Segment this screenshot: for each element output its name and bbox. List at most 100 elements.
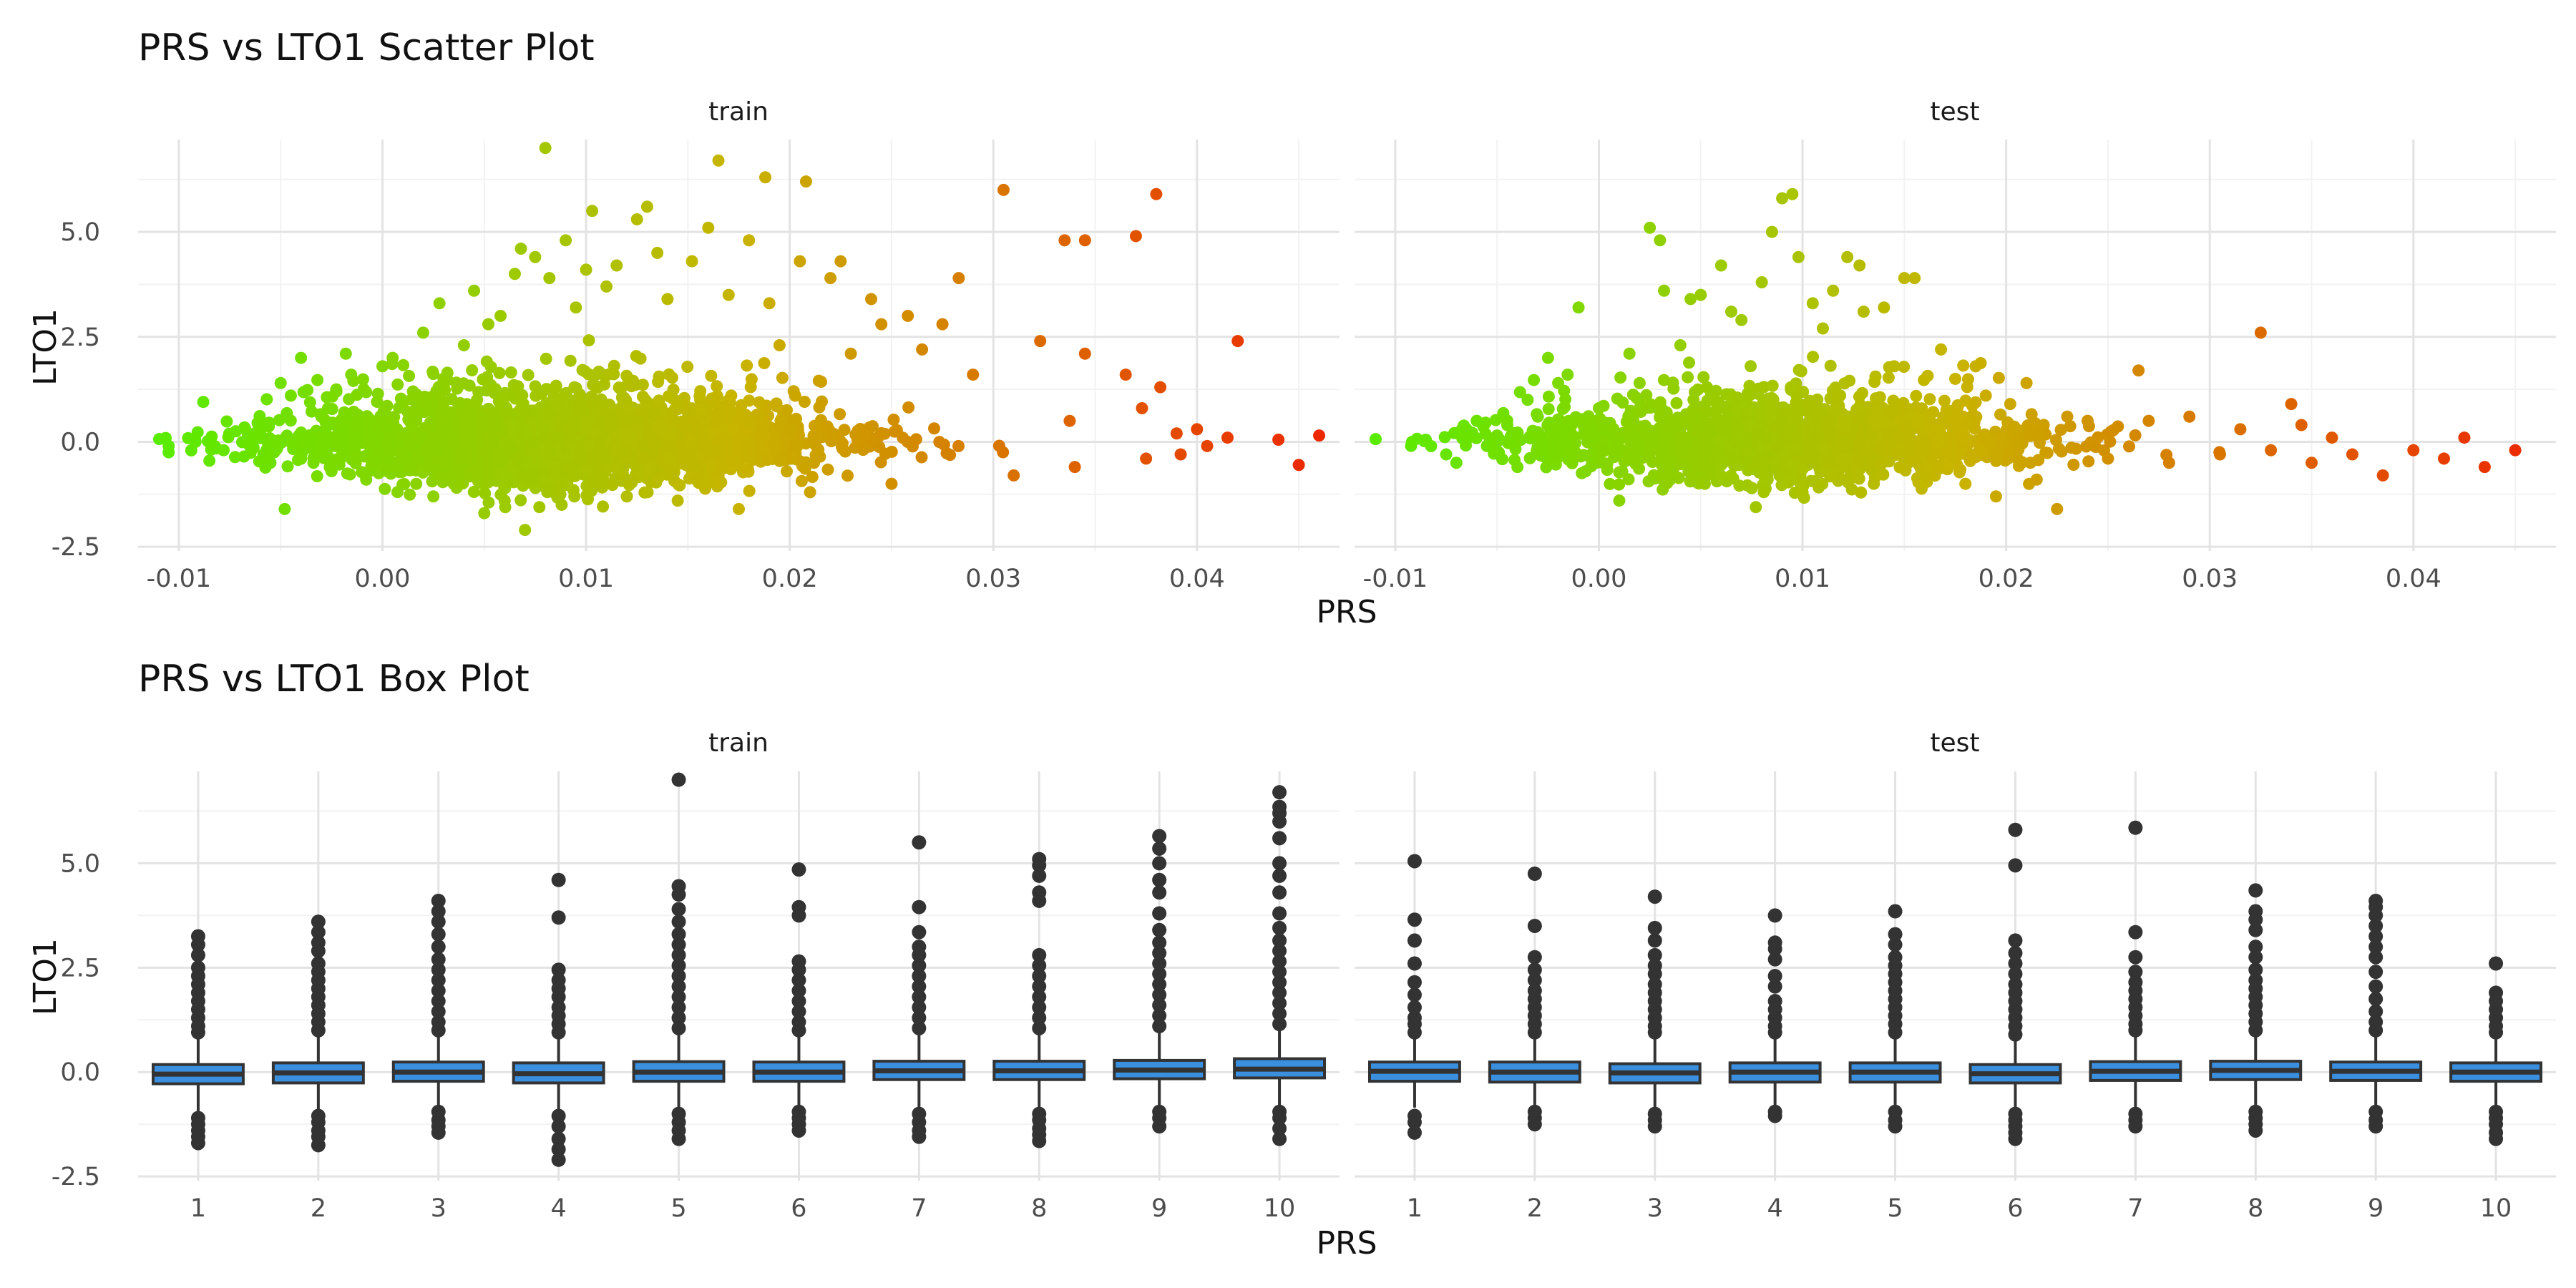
box-outlier bbox=[1527, 962, 1542, 977]
scatter-point bbox=[1538, 450, 1551, 463]
box-strip-test: test bbox=[1930, 728, 1979, 758]
scatter-point bbox=[439, 457, 452, 470]
box-outlier bbox=[1032, 852, 1047, 867]
scatter-point bbox=[542, 480, 555, 493]
scatter-point bbox=[1969, 360, 1982, 373]
scatter-point bbox=[1670, 396, 1683, 409]
box-outlier bbox=[1032, 990, 1047, 1005]
box-outlier bbox=[2128, 950, 2143, 965]
scatter-point bbox=[416, 326, 429, 339]
scatter-point bbox=[1918, 469, 1931, 482]
scatter-point bbox=[1857, 306, 1870, 318]
scatter-point bbox=[1480, 439, 1493, 452]
scatter-point bbox=[1691, 424, 1704, 436]
scatter-point bbox=[1688, 475, 1701, 488]
box-strip-train: train bbox=[708, 728, 769, 758]
box-outlier bbox=[551, 962, 566, 977]
scatter-point bbox=[812, 374, 825, 387]
scatter-point bbox=[1868, 477, 1880, 490]
scatter-point bbox=[1594, 454, 1606, 467]
scatter-point bbox=[1533, 429, 1546, 441]
scatter-point bbox=[639, 406, 652, 419]
scatter-point bbox=[763, 297, 776, 310]
scatter-point bbox=[493, 366, 506, 379]
scatter-point bbox=[318, 451, 331, 464]
scatter-point bbox=[437, 372, 450, 385]
box-outlier bbox=[791, 994, 806, 1009]
y-tick-label: 0.0 bbox=[60, 1058, 100, 1087]
scatter-point bbox=[1689, 386, 1702, 399]
scatter-point bbox=[356, 373, 369, 386]
scatter-point bbox=[1752, 387, 1765, 400]
scatter-point bbox=[292, 454, 304, 467]
box-outlier bbox=[1032, 885, 1047, 900]
x-tick-label: -0.01 bbox=[147, 565, 212, 593]
scatter-point bbox=[1928, 448, 1941, 461]
scatter-point bbox=[1170, 427, 1183, 440]
scatter-point bbox=[610, 259, 623, 272]
box-outlier bbox=[311, 1138, 326, 1153]
scatter-point bbox=[2082, 455, 2095, 468]
scatter-point bbox=[564, 354, 577, 367]
scatter-point bbox=[1595, 423, 1608, 435]
box-outlier bbox=[1152, 922, 1167, 937]
scatter-point bbox=[783, 424, 796, 436]
box-outlier bbox=[791, 1123, 806, 1138]
scatter-point bbox=[576, 455, 589, 468]
scatter-point bbox=[437, 396, 450, 409]
scatter-point bbox=[1856, 455, 1869, 468]
scatter-point bbox=[381, 399, 394, 412]
scatter-point bbox=[1841, 250, 1854, 263]
scatter-point bbox=[663, 451, 675, 464]
box-outlier bbox=[2248, 950, 2263, 965]
scatter-point bbox=[1833, 471, 1845, 484]
box-outlier bbox=[2008, 933, 2023, 948]
scatter-point bbox=[1878, 301, 1890, 314]
scatter-point bbox=[1961, 381, 1974, 394]
box-outlier bbox=[2368, 940, 2384, 955]
scatter-point bbox=[1979, 389, 1992, 402]
scatter-point bbox=[489, 418, 502, 431]
scatter-point bbox=[1850, 413, 1863, 426]
box-outlier bbox=[1032, 1000, 1047, 1015]
x-tick-label: -0.01 bbox=[1363, 565, 1428, 593]
scatter-point bbox=[1450, 457, 1463, 469]
scatter-point bbox=[1613, 494, 1626, 507]
scatter-point bbox=[1405, 436, 1418, 448]
scatter-point bbox=[419, 396, 431, 409]
scatter-point bbox=[1511, 461, 1524, 474]
scatter-point bbox=[1370, 433, 1382, 446]
scatter-point bbox=[1908, 453, 1921, 466]
scatter-point bbox=[1990, 454, 2003, 467]
scatter-point bbox=[795, 474, 808, 487]
scatter-point bbox=[1523, 452, 1536, 464]
scatter-point bbox=[573, 444, 586, 457]
scatter-point bbox=[1470, 431, 1483, 444]
scatter-point bbox=[1853, 390, 1865, 403]
scatter-point bbox=[1745, 360, 1757, 373]
scatter-point bbox=[2051, 502, 2064, 515]
scatter-point bbox=[1898, 361, 1911, 374]
scatter-point bbox=[547, 389, 560, 402]
x-tick-label: 0.01 bbox=[558, 565, 614, 593]
box-outlier bbox=[1272, 868, 1287, 883]
scatter-point bbox=[1898, 272, 1911, 285]
scatter-point bbox=[799, 175, 812, 188]
scatter-point bbox=[720, 431, 733, 444]
box-outlier bbox=[311, 924, 326, 940]
x-tick-label: 8 bbox=[2248, 1194, 2263, 1223]
scatter-point bbox=[767, 430, 780, 443]
y-tick-label: 5.0 bbox=[60, 849, 100, 878]
scatter-point bbox=[447, 477, 460, 490]
scatter-point bbox=[665, 371, 678, 384]
box-outlier bbox=[1888, 904, 1903, 919]
scatter-point bbox=[806, 471, 819, 483]
scatter-point bbox=[673, 479, 686, 492]
scatter-point bbox=[1687, 409, 1699, 421]
scatter-point bbox=[698, 441, 711, 454]
scatter-point bbox=[247, 441, 260, 454]
scatter-point bbox=[746, 452, 758, 465]
box-outlier bbox=[1272, 1111, 1287, 1126]
scatter-point bbox=[1910, 389, 1923, 402]
box-outlier bbox=[1272, 954, 1287, 969]
